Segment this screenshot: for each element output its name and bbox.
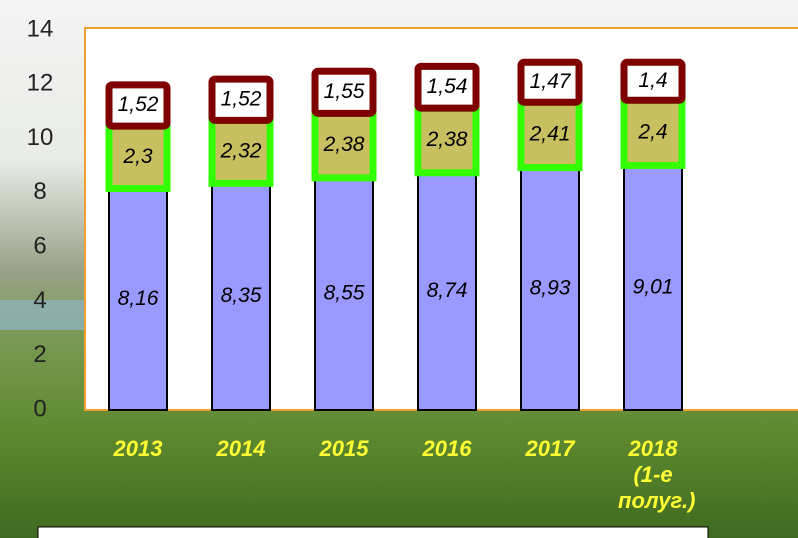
y-tick-label: 6 [33, 232, 46, 259]
value-label: 2,4 [637, 120, 667, 143]
value-label: 8,16 [118, 287, 159, 310]
value-label: 8,55 [324, 282, 365, 305]
bar-segment [105, 122, 171, 193]
value-label: 1,4 [638, 69, 667, 92]
footer-box [37, 526, 709, 538]
bar-segment [211, 182, 271, 411]
x-tick-label: 2016 [422, 436, 472, 461]
bar-segment [208, 75, 274, 124]
y-tick-label: 14 [27, 15, 54, 42]
x-tick-label: 2018 (1-е полуг.) [618, 436, 696, 513]
bar-segment [108, 187, 168, 411]
bar-segment [311, 109, 377, 182]
lake [0, 300, 90, 330]
bar-segment [417, 171, 477, 411]
value-label: 2,38 [323, 133, 365, 156]
value-label: 1,52 [118, 93, 159, 116]
x-tick-label: 2014 [216, 436, 266, 461]
y-tick-label: 12 [27, 70, 54, 97]
y-tick-label: 4 [33, 287, 46, 314]
bar-segment [623, 164, 683, 411]
bar-segment [517, 98, 583, 172]
value-label: 1,47 [530, 70, 572, 93]
value-label: 1,54 [427, 75, 468, 98]
x-tick-label: 2017 [525, 436, 575, 461]
value-label: 2,41 [529, 122, 571, 145]
value-label: 2,38 [426, 128, 468, 151]
value-label: 1,52 [221, 87, 262, 110]
y-tick-label: 8 [33, 178, 46, 205]
value-label: 2,32 [220, 139, 262, 162]
bar-segment [314, 176, 374, 411]
value-label: 8,93 [530, 276, 571, 299]
y-tick-label: 10 [27, 124, 54, 151]
value-label: 2,3 [122, 145, 153, 168]
bar-segment [620, 58, 686, 104]
bar-segment [414, 62, 480, 112]
x-tick-label: 2015 [319, 436, 369, 461]
value-label: 8,35 [221, 284, 262, 307]
value-label: 9,01 [633, 275, 674, 298]
bar-segment [105, 81, 171, 130]
bar-segment [620, 96, 686, 169]
bar-segment [517, 58, 583, 106]
value-label: 8,74 [427, 279, 468, 302]
value-label: 1,55 [324, 80, 365, 103]
bar-segment [311, 67, 377, 117]
bar-segment [208, 116, 274, 187]
y-tick-label: 2 [33, 341, 46, 368]
bar-segment [414, 104, 480, 177]
y-tick-label: 0 [33, 395, 46, 422]
bar-segment [520, 166, 580, 411]
x-tick-label: 2013 [113, 436, 163, 461]
